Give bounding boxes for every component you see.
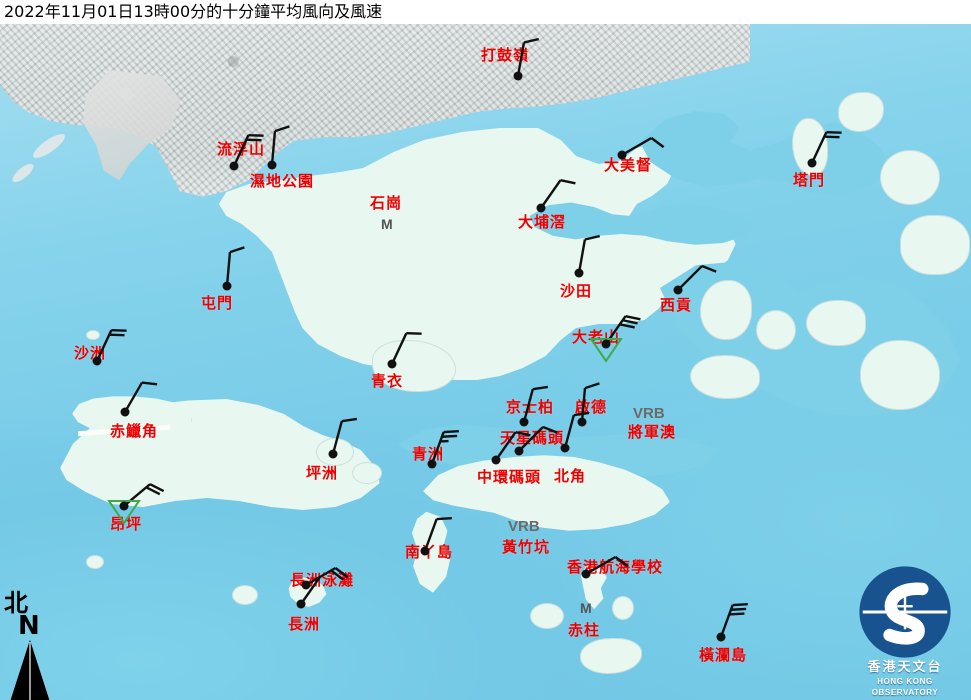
missing-data-marker: M bbox=[381, 216, 393, 232]
land-po-toi-island bbox=[580, 638, 642, 674]
land-south-islet-1 bbox=[530, 603, 564, 629]
station-dot[interactable] bbox=[513, 71, 523, 81]
station-dot[interactable] bbox=[536, 203, 546, 213]
station-dot[interactable] bbox=[519, 417, 529, 427]
station-dot[interactable] bbox=[560, 443, 570, 453]
station-dot[interactable] bbox=[420, 546, 430, 556]
station-dot[interactable] bbox=[491, 455, 501, 465]
station-label[interactable]: 赤鱲角 bbox=[110, 422, 159, 440]
station-label[interactable]: 京士柏 bbox=[506, 398, 555, 416]
station-dot[interactable] bbox=[807, 158, 817, 168]
land-south-islet-2 bbox=[612, 596, 634, 620]
land-small-islet-west bbox=[86, 555, 104, 569]
station-dot[interactable] bbox=[673, 285, 683, 295]
station-dot[interactable] bbox=[514, 446, 524, 456]
station-dot[interactable] bbox=[229, 161, 239, 171]
map-title: 2022年11月01日13時00分的十分鐘平均風向及風速 bbox=[0, 0, 971, 24]
land-ne-island-2 bbox=[880, 150, 940, 205]
station-dot[interactable] bbox=[119, 501, 129, 511]
land-islet-near-cheung-chau bbox=[232, 585, 258, 605]
hko-logo-text-en: HONG KONG OBSERVATORY bbox=[871, 677, 939, 697]
station-dot[interactable] bbox=[267, 160, 277, 170]
north-arrow-label-cn: 北 bbox=[4, 589, 28, 617]
land-sai-kung-island-3 bbox=[806, 300, 866, 346]
station-dot[interactable] bbox=[617, 150, 627, 160]
station-dot[interactable] bbox=[328, 449, 338, 459]
land-sai-kung-island-2 bbox=[756, 310, 796, 350]
hko-logo-text-cn: 香港天文台 bbox=[867, 660, 943, 675]
station-dot[interactable] bbox=[296, 599, 306, 609]
north-arrow-label-en: N bbox=[18, 611, 40, 641]
land-ne-island-1 bbox=[838, 92, 884, 132]
station-label[interactable]: 長洲 bbox=[288, 615, 321, 633]
north-arrow: 北 N bbox=[4, 589, 64, 700]
station-dot[interactable] bbox=[387, 359, 397, 369]
station-dot[interactable] bbox=[716, 632, 726, 642]
station-dot[interactable] bbox=[581, 569, 591, 579]
station-label[interactable]: 西貢 bbox=[660, 296, 693, 314]
station-label[interactable]: 濕地公園 bbox=[250, 172, 315, 190]
station-dot[interactable] bbox=[92, 356, 102, 366]
station-dot[interactable] bbox=[301, 580, 311, 590]
station-label[interactable]: 坪洲 bbox=[306, 464, 339, 482]
variable-wind-marker: VRB bbox=[633, 405, 665, 422]
station-label[interactable]: 流浮山 bbox=[217, 142, 265, 157]
station-label[interactable]: 將軍澳 bbox=[628, 423, 677, 441]
land-sha-chau bbox=[86, 330, 100, 340]
land-sai-kung-island-4 bbox=[860, 340, 940, 410]
missing-data-marker: M bbox=[580, 600, 592, 616]
variable-wind-marker: VRB bbox=[508, 518, 540, 535]
station-label[interactable]: 青衣 bbox=[371, 372, 404, 390]
station-dot[interactable] bbox=[427, 459, 437, 469]
station-label[interactable]: 塔門 bbox=[793, 171, 826, 189]
station-label[interactable]: 大埔滘 bbox=[518, 213, 567, 231]
station-label[interactable]: 大美督 bbox=[604, 156, 653, 174]
north-arrow-icon bbox=[10, 640, 50, 700]
hko-logo: 香港天文台 HONG KONG OBSERVATORY bbox=[845, 564, 965, 698]
station-label[interactable]: 昂坪 bbox=[110, 515, 143, 533]
land-hei-ling-chau bbox=[352, 462, 382, 484]
elevated-station-triangle-icon bbox=[107, 500, 141, 525]
station-label[interactable]: 石崗 bbox=[370, 194, 403, 212]
land-sai-kung-island-5 bbox=[690, 355, 760, 399]
hko-logo-icon bbox=[859, 566, 951, 658]
station-label[interactable]: 赤柱 bbox=[568, 621, 601, 639]
land-sai-kung-island-1 bbox=[700, 280, 752, 340]
station-dot[interactable] bbox=[120, 407, 130, 417]
land-ne-island-3 bbox=[900, 215, 970, 275]
station-label[interactable]: 沙田 bbox=[560, 282, 593, 300]
station-label[interactable]: 屯門 bbox=[201, 294, 234, 312]
land-lamma-island bbox=[411, 511, 451, 593]
station-label[interactable]: 橫瀾島 bbox=[699, 646, 748, 664]
station-dot[interactable] bbox=[577, 417, 587, 427]
station-label[interactable]: 中環碼頭 bbox=[477, 468, 542, 486]
station-dot[interactable] bbox=[222, 281, 232, 291]
station-label[interactable]: 黃竹坑 bbox=[502, 538, 551, 556]
station-label[interactable]: 北角 bbox=[554, 467, 587, 485]
station-label[interactable]: 打鼓嶺 bbox=[481, 46, 530, 64]
station-dot[interactable] bbox=[601, 339, 611, 349]
land-tsing-yi bbox=[372, 340, 456, 392]
elevated-station-triangle-icon bbox=[589, 338, 623, 363]
station-dot[interactable] bbox=[574, 268, 584, 278]
